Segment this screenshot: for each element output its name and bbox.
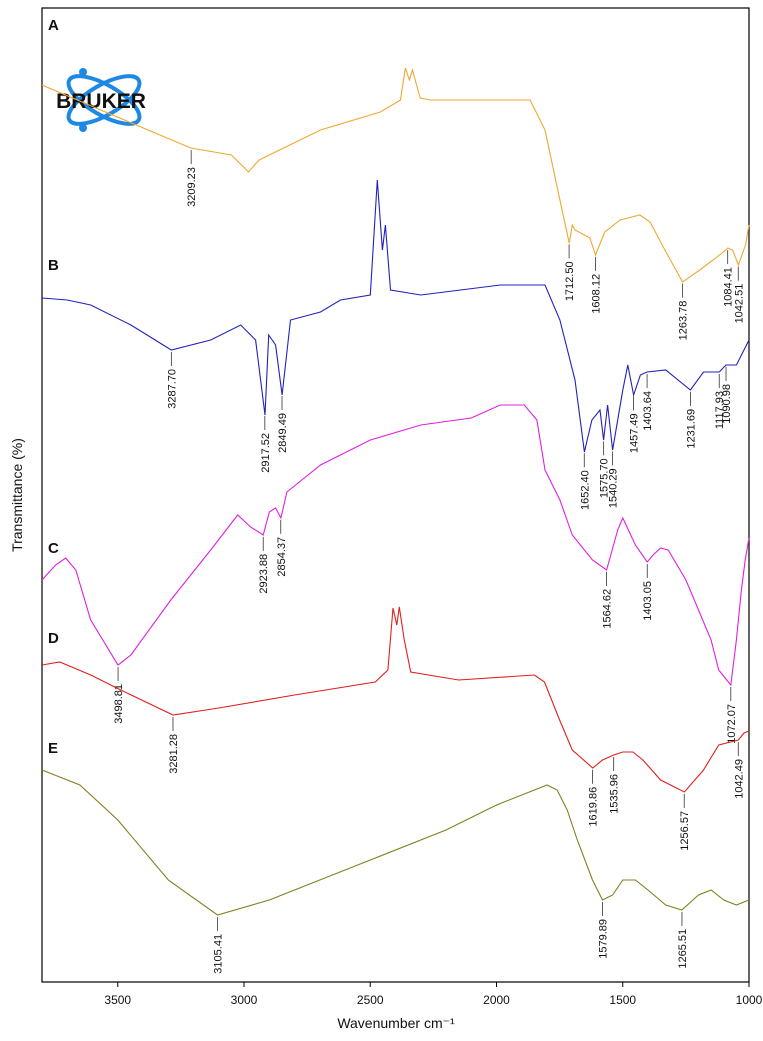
- peak-label: 1263.78: [677, 301, 689, 341]
- peak-label: 1072.07: [726, 704, 738, 744]
- peak-label: 1256.57: [679, 811, 691, 851]
- x-axis-label: Wavenumber cm⁻¹: [337, 1015, 455, 1031]
- peak-label: 1042.51: [733, 284, 745, 324]
- peak-label: 3498.81: [113, 684, 125, 724]
- peak-label: 3281.28: [168, 734, 180, 774]
- peak-label: 2917.52: [260, 433, 272, 473]
- series-label: A: [48, 17, 59, 34]
- spectrum-line: [41, 769, 750, 916]
- series-label: B: [48, 257, 59, 274]
- peak-label: 2849.49: [277, 413, 289, 453]
- peak-label: 1084.41: [723, 267, 735, 307]
- peak-label: 3105.41: [212, 934, 224, 974]
- peak-label: 3209.23: [186, 167, 198, 207]
- peak-label: 1540.29: [608, 468, 620, 508]
- x-tick-label: 3000: [231, 993, 258, 1007]
- peak-label: 1535.96: [609, 774, 621, 814]
- peak-label: 1403.05: [642, 581, 654, 621]
- peak-label: 1579.89: [598, 919, 610, 959]
- peak-label: 1042.49: [733, 759, 745, 799]
- peak-label: 1608.12: [590, 274, 602, 314]
- spectrum-line: [41, 606, 750, 793]
- logo: BRUKER: [56, 68, 146, 132]
- peak-label: 1575.70: [599, 458, 611, 498]
- peak-label: 1619.86: [587, 787, 599, 827]
- x-tick-label: 2500: [357, 993, 384, 1007]
- peak-label: 1090.98: [721, 384, 733, 424]
- plot-frame: [41, 7, 750, 983]
- series-label: C: [48, 540, 59, 557]
- x-tick-label: 1500: [609, 993, 636, 1007]
- peak-label: 1457.49: [628, 413, 640, 453]
- peak-label: 1712.50: [564, 261, 576, 301]
- peak-label: 1564.62: [601, 589, 613, 629]
- spectrum-line: [41, 67, 750, 283]
- y-axis-label: Transmittance (%): [9, 438, 25, 552]
- series-label: E: [48, 740, 58, 757]
- peak-label: 2923.88: [258, 554, 270, 594]
- peak-label: 2854.37: [276, 537, 288, 577]
- x-tick-label: 3500: [104, 993, 131, 1007]
- spectrum-line: [41, 404, 750, 687]
- peak-label: 1231.69: [685, 409, 697, 449]
- peak-label: 1403.64: [642, 391, 654, 431]
- spectrum-line: [41, 179, 750, 453]
- peak-label: 1265.51: [677, 929, 689, 969]
- series-label: D: [48, 630, 59, 647]
- logo-text: BRUKER: [56, 90, 146, 113]
- peak-label: 1652.40: [579, 470, 591, 510]
- x-tick-label: 2000: [483, 993, 510, 1007]
- peak-label: 1117.93: [714, 391, 726, 429]
- peak-label: 3287.70: [166, 369, 178, 409]
- x-tick-label: 1000: [736, 993, 763, 1007]
